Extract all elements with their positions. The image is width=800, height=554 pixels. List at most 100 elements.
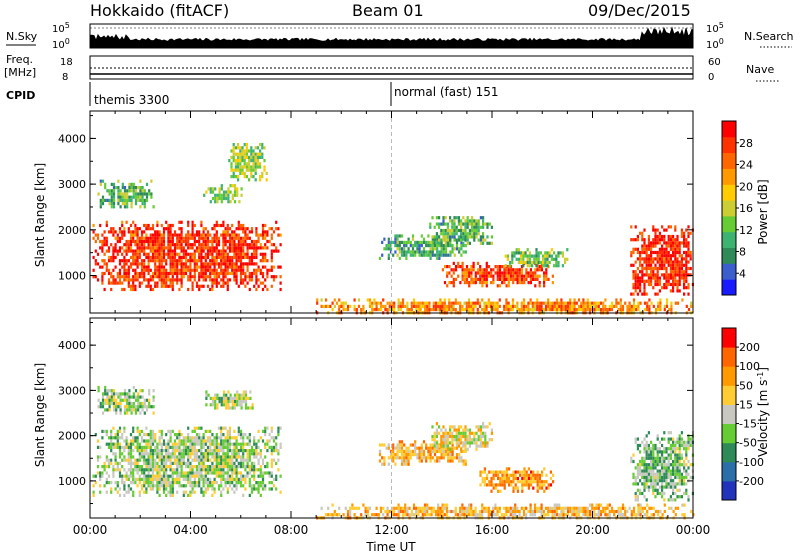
- data-cell: [501, 271, 504, 275]
- data-cell: [224, 230, 227, 234]
- data-cell: [182, 477, 185, 481]
- data-cell: [476, 268, 480, 272]
- data-cell: [250, 474, 254, 478]
- data-cell: [191, 436, 194, 440]
- data-cell: [180, 230, 183, 234]
- data-cell: [121, 223, 124, 228]
- data-cell: [152, 395, 155, 399]
- data-cell: [178, 255, 181, 260]
- data-cell: [464, 232, 467, 236]
- data-cell: [180, 484, 183, 488]
- data-cell: [222, 465, 225, 469]
- data-cell: [178, 452, 181, 456]
- data-cell: [468, 271, 471, 275]
- data-cell: [147, 259, 150, 263]
- data-cell: [546, 257, 549, 261]
- data-cell: [643, 279, 646, 283]
- data-cell: [457, 238, 460, 242]
- data-cell: [659, 304, 662, 308]
- data-cell: [191, 449, 194, 453]
- data-cell: [246, 471, 249, 475]
- data-cell: [148, 401, 151, 406]
- data-cell: [242, 262, 245, 266]
- data-cell: [209, 481, 212, 485]
- data-cell: [399, 304, 402, 308]
- data-cell: [239, 455, 243, 459]
- data-cell: [462, 232, 465, 236]
- data-cell: [420, 443, 423, 447]
- data-cell: [125, 249, 128, 253]
- data-cell: [138, 452, 141, 456]
- data-cell: [132, 474, 135, 478]
- data-cell: [92, 255, 95, 260]
- data-cell: [641, 463, 644, 467]
- data-cell: [117, 186, 120, 190]
- data-cell: [474, 277, 477, 281]
- data-cell: [520, 265, 524, 269]
- data-cell: [239, 152, 242, 156]
- data-cell: [143, 271, 146, 276]
- data-cell: [663, 241, 666, 245]
- data-cell: [429, 250, 432, 254]
- data-cell: [324, 298, 328, 302]
- data-cell: [414, 250, 417, 254]
- data-cell: [264, 255, 267, 260]
- data-cell: [490, 483, 493, 487]
- data-cell: [275, 249, 278, 253]
- data-cell: [154, 477, 157, 481]
- data-cell: [543, 284, 546, 288]
- data-cell: [180, 474, 183, 478]
- data-cell: [659, 308, 662, 312]
- data-cell: [504, 264, 507, 268]
- data-cell: [261, 252, 265, 256]
- data-cell: [189, 259, 192, 263]
- data-cell: [213, 455, 216, 459]
- scatter-region: [97, 179, 155, 209]
- data-cell: [392, 253, 395, 257]
- data-cell: [206, 284, 210, 288]
- data-cell: [257, 481, 260, 485]
- data-cell: [165, 275, 168, 279]
- data-cell: [141, 202, 144, 206]
- data-cell: [541, 473, 544, 477]
- data-cell: [171, 429, 174, 433]
- data-cell: [182, 236, 185, 240]
- data-cell: [138, 243, 141, 247]
- data-cell: [403, 247, 406, 251]
- data-cell: [237, 433, 240, 437]
- data-cell: [213, 275, 216, 279]
- data-cell: [498, 268, 502, 272]
- data-cell: [127, 265, 130, 269]
- data-cell: [112, 401, 116, 406]
- data-cell: [108, 398, 111, 402]
- data-cell: [226, 246, 229, 250]
- data-cell: [123, 493, 126, 497]
- data-cell: [532, 277, 535, 281]
- data-cell: [464, 425, 467, 429]
- data-cell: [680, 263, 683, 267]
- data-cell: [228, 442, 232, 446]
- data-cell: [226, 429, 229, 433]
- data-cell: [156, 236, 159, 240]
- data-cell: [118, 461, 122, 465]
- data-cell: [465, 304, 468, 308]
- data-cell: [200, 246, 203, 250]
- data-cell: [647, 447, 650, 451]
- data-cell: [140, 259, 144, 263]
- data-cell: [647, 485, 650, 489]
- data-cell: [472, 261, 475, 265]
- data-cell: [140, 455, 144, 459]
- data-cell: [169, 281, 172, 285]
- scatter-region: [92, 426, 282, 497]
- data-cell: [154, 284, 157, 288]
- data-cell: [232, 143, 235, 147]
- data-cell: [204, 458, 207, 462]
- data-cell: [447, 244, 450, 248]
- data-cell: [226, 265, 229, 269]
- data-cell: [151, 433, 155, 437]
- data-cell: [270, 445, 273, 449]
- data-cell: [529, 271, 532, 275]
- data-cell: [248, 477, 251, 481]
- data-cell: [244, 458, 247, 462]
- data-cell: [129, 439, 133, 443]
